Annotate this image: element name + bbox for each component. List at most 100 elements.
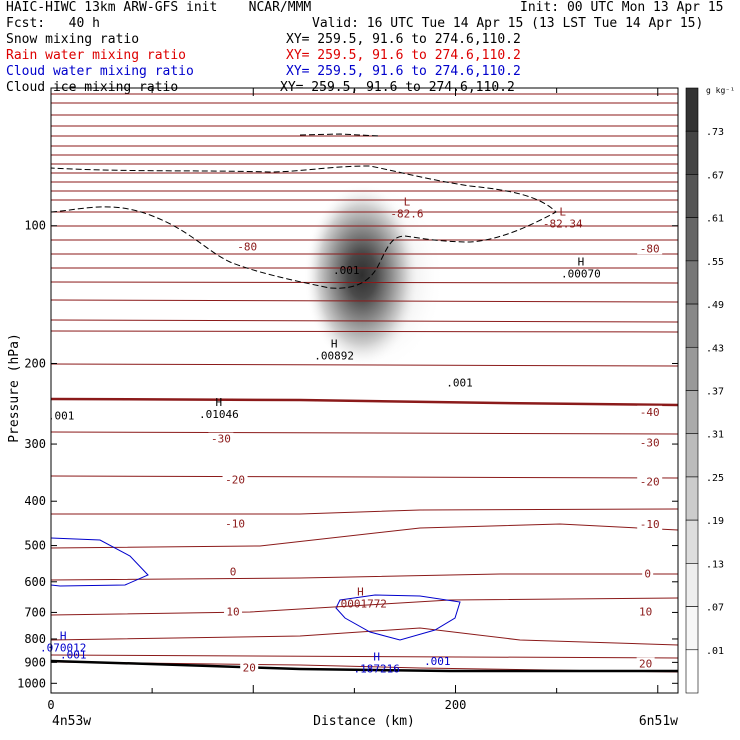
colorbar-swatch <box>685 174 699 218</box>
colorbar-label: .73 <box>706 127 724 138</box>
contour-label: .001 <box>333 264 360 277</box>
isotherm-label-bg <box>637 475 663 488</box>
x-right-endpoint: 6n51w <box>639 714 678 729</box>
isotherm-label-bg <box>637 405 663 418</box>
extremum-marker: H <box>578 256 585 269</box>
field-snow-xy: XY= 259.5, 91.6 to 274.6,110.2 <box>286 32 521 47</box>
isotherm-label: 20 <box>639 657 652 670</box>
colorbar-label: .19 <box>706 516 724 527</box>
isotherm-label: -20 <box>225 474 245 487</box>
snow-contour <box>299 133 381 137</box>
terrain-line <box>51 659 678 673</box>
extremum-marker: L <box>404 195 411 208</box>
isotherm-label: -30 <box>640 437 660 450</box>
cloud-water-contours <box>51 537 461 641</box>
extremum-value: -82.34 <box>543 218 583 231</box>
isotherm-label-bg <box>637 242 663 255</box>
isotherm-lines <box>51 93 678 659</box>
x-tick-label: 200 <box>445 698 467 712</box>
extremum-marker: H <box>357 585 364 598</box>
isotherm-label: 10 <box>226 605 239 618</box>
isotherm-label: -80 <box>237 240 257 253</box>
isotherm-label: 0 <box>644 567 651 580</box>
y-tick-label: 800 <box>24 632 46 646</box>
x-axis: 0 200 <box>47 88 659 712</box>
isotherm-line <box>51 573 678 581</box>
field-cloudwater-xy: XY= 259.5, 91.6 to 274.6,110.2 <box>286 64 521 79</box>
extremum-value: .187216 <box>353 662 399 675</box>
x-axis-title: Distance (km) <box>313 714 415 729</box>
x-tick-label: 0 <box>47 698 54 712</box>
colorbar-label: .01 <box>706 646 724 657</box>
contour-label: .001 <box>48 410 75 423</box>
extremum-value: .01046 <box>199 408 239 421</box>
isotherm-line <box>51 523 678 549</box>
extremum-marker: H <box>331 337 338 350</box>
colorbar-label: .55 <box>706 257 724 268</box>
extremum-marker: H <box>216 396 223 409</box>
y-tick-label: 1000 <box>17 676 46 690</box>
extrema-labels: L-82.6 L-82.34H.00070H.00892H.01046H.0001… <box>40 195 601 675</box>
contour-label: .001 <box>446 376 473 389</box>
field-snow-label: Snow mixing ratio <box>6 32 140 47</box>
extremum-value: .070012 <box>40 642 86 655</box>
snow-contour <box>51 165 557 289</box>
isotherm-label: 20 <box>243 661 256 674</box>
extremum-value: .00892 <box>314 349 354 362</box>
isotherm-line <box>51 431 678 435</box>
extremum-marker: L <box>559 206 566 219</box>
y-tick-label: 500 <box>24 539 46 553</box>
contour-label: .001 <box>60 648 87 661</box>
colorbar-label: .13 <box>706 559 724 570</box>
colorbar-label: .43 <box>706 343 724 354</box>
freezing-level-line <box>51 397 678 407</box>
y-tick-label: 200 <box>24 356 46 370</box>
isotherm-line <box>51 319 678 323</box>
isotherm-line <box>51 597 678 616</box>
colorbar-label: .31 <box>706 430 724 441</box>
forecast-hour: Fcst: 40 h <box>6 16 100 31</box>
colorbar-swatch <box>685 260 699 305</box>
colorbar-label: .61 <box>706 214 724 225</box>
isotherm-label: -80 <box>640 242 660 255</box>
cloud-water-contour <box>335 594 461 641</box>
contour-labels: .001 .001 .001 .001 .001 <box>48 264 473 668</box>
valid-time: Valid: 16 UTC Tue 14 Apr 15 (13 LST Tue … <box>312 16 704 31</box>
colorbar-label: .07 <box>706 603 724 614</box>
colorbar-label: .49 <box>706 300 724 311</box>
extremum-value: .0001772 <box>334 597 387 610</box>
isotherm-label-bg <box>240 661 259 674</box>
init-time: Init: 00 UTC Mon 13 Apr 15 <box>520 0 724 15</box>
cloud-water-contour <box>51 537 149 587</box>
extremum-value: .00070 <box>561 268 601 281</box>
isotherm-label: -10 <box>225 518 245 531</box>
y-tick-label: 300 <box>24 437 46 451</box>
y-axis-title: Pressure (hPa) <box>7 333 22 443</box>
isotherm-line <box>51 330 678 333</box>
isotherm-label: 0 <box>230 565 237 578</box>
colorbar-swatch <box>685 433 699 478</box>
colorbar: .73 .67 .61 .55 .49 .43 .37 .31 .25 .19 .13 .07 .01 <box>685 87 724 694</box>
extremum-value: -82.6 <box>390 207 423 220</box>
snow-contours <box>51 133 557 289</box>
isotherm-labels: -80 -80 -40 -30 -30 -20 -20 -10 -10 0 0 10 10 20 20 <box>208 240 663 674</box>
y-tick-label: 400 <box>24 494 46 508</box>
y-tick-label: 900 <box>24 655 46 669</box>
isotherm-line <box>51 627 678 646</box>
isotherm-label: -20 <box>640 475 660 488</box>
model-title: HAIC-HIWC 13km ARW-GFS init NCAR/MMM <box>6 0 312 15</box>
colorbar-swatch <box>685 87 699 132</box>
isotherm-label: -10 <box>640 518 660 531</box>
isotherm-label-bg <box>208 432 234 445</box>
isotherm-label: -30 <box>211 433 231 446</box>
x-left-endpoint: 4n53w <box>52 714 91 729</box>
colorbar-swatch <box>685 476 699 521</box>
isotherm-label-bg <box>234 240 260 253</box>
colorbar-label: .25 <box>706 473 724 484</box>
y-tick-label: 600 <box>24 575 46 589</box>
field-rain-label: Rain water mixing ratio <box>6 48 187 63</box>
extremum-marker: H <box>60 630 67 643</box>
isotherm-label: -40 <box>640 406 660 419</box>
colorbar-swatch <box>685 346 699 391</box>
